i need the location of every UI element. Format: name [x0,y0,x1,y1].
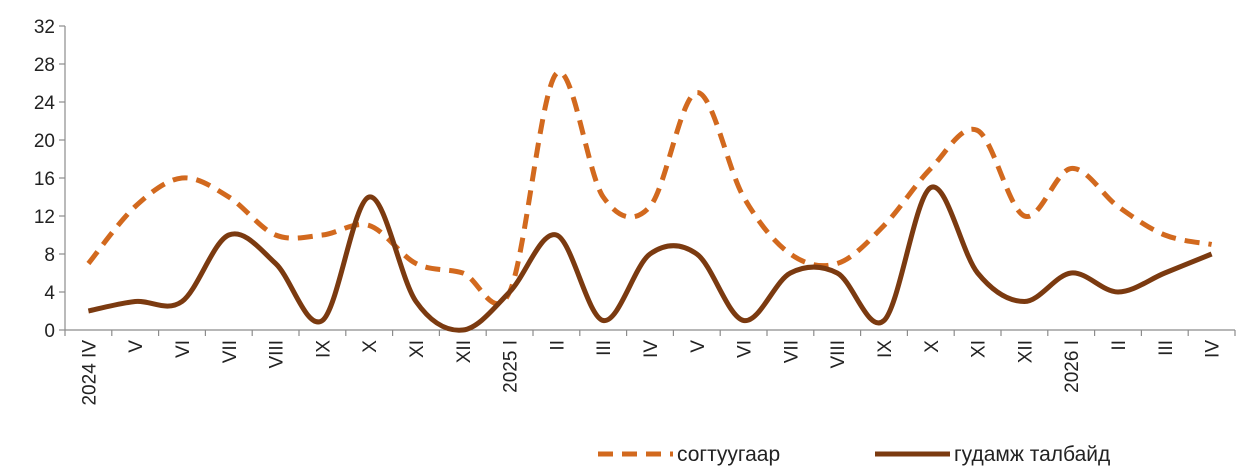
x-tick-label: VII [220,340,241,363]
data-point [133,204,138,209]
data-point [273,261,278,266]
x-tick-label: 2026 I [1062,340,1083,393]
x-tick-label: XI [407,340,428,358]
x-tick-label: IX [875,340,896,358]
data-point [694,252,699,257]
x-tick-label: IX [313,340,334,358]
data-point [507,290,512,295]
legend-label-2: гудамж талбайд [954,443,1110,466]
data-point [180,299,185,304]
x-tick-label: 2025 I [501,340,522,393]
y-tick-label: 0 [44,321,55,342]
data-point [788,271,793,276]
data-point [367,195,372,200]
data-point [320,233,325,238]
data-point [1209,242,1214,247]
x-tick-label: VIII [267,340,288,369]
data-point [1116,290,1121,295]
data-point [554,233,559,238]
data-point [554,71,559,76]
data-point [1162,271,1167,276]
x-axis: 2024 IV V VI VII VIII IX X XI XII 2025 I II III IV V V… [64,329,1236,406]
data-point [741,318,746,323]
x-tick-label: XI [969,340,990,358]
x-tick-label: XII [454,340,475,363]
data-point [975,271,980,276]
y-tick-label: 16 [34,169,55,190]
x-tick-label: IV [1203,340,1224,358]
data-point [414,261,419,266]
x-tick-label: II [1109,340,1130,351]
x-tick-label: VI [735,340,756,358]
y-axis: 0 4 8 12 16 20 24 28 32 [34,17,66,342]
x-tick-label: X [922,340,943,353]
y-tick-label: 20 [34,131,55,152]
data-point [601,318,606,323]
data-point [601,195,606,200]
x-tick-label: II [547,340,568,351]
data-point [226,195,231,200]
x-tick-label: 2024 IV [79,340,100,406]
legend: согтуугаар гудамж талбайд [598,443,1110,466]
data-point [86,261,91,266]
data-point [835,261,840,266]
data-point [928,166,933,171]
data-point [928,185,933,190]
y-tick-label: 8 [44,245,55,266]
y-tick-label: 28 [34,55,55,76]
data-point [882,318,887,323]
data-point [1069,271,1074,276]
series-line-1 [86,69,1213,307]
data-point [320,318,325,323]
data-point [788,252,793,257]
data-point [226,233,231,238]
data-point [367,223,372,228]
y-tick-label: 32 [34,17,55,38]
x-tick-label: VII [781,340,802,363]
x-tick-label: V [126,340,147,353]
data-point [648,204,653,209]
legend-label-1: согтуугаар [677,443,780,466]
data-point [1022,214,1027,219]
x-tick-label: IV [641,340,662,358]
data-point [1209,252,1214,257]
series-layer [86,69,1214,333]
data-point [460,271,465,276]
data-point [694,90,699,95]
data-point [975,128,980,133]
x-tick-label: X [360,340,381,353]
data-point [1022,299,1027,304]
data-point [741,195,746,200]
data-point [133,299,138,304]
series-1-points [86,71,1214,295]
x-tick-label: VI [173,340,194,358]
data-point [180,176,185,181]
data-point [1162,233,1167,238]
x-tick-label: VIII [828,340,849,369]
data-point [414,299,419,304]
data-point [460,328,465,333]
data-point [882,223,887,228]
x-tick-label: III [594,340,615,356]
x-tick-label: V [688,340,709,353]
data-point [835,271,840,276]
y-tick-label: 24 [34,93,56,114]
y-tick-label: 12 [34,207,55,228]
data-point [1069,166,1074,171]
x-tick-label: XII [1015,340,1036,363]
data-point [273,233,278,238]
data-point [86,309,91,314]
series-line-2 [87,184,1213,333]
y-tick-label: 4 [44,283,55,304]
data-point [648,252,653,257]
data-point [1116,204,1121,209]
x-tick-label: III [1156,340,1177,356]
